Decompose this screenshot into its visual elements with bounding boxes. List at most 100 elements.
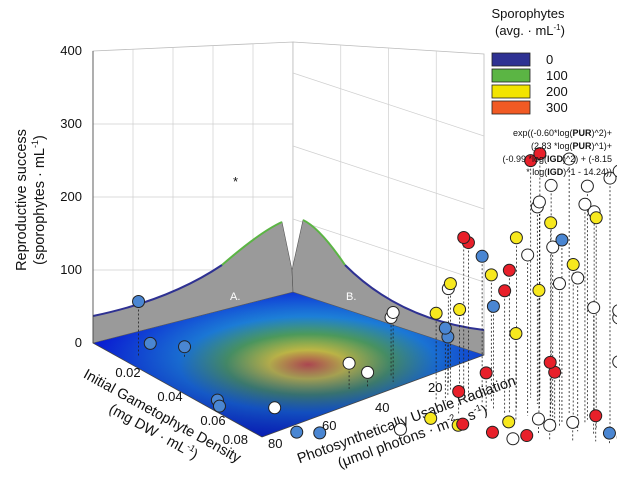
data-point-yellow (544, 216, 558, 230)
data-point-blue (290, 425, 304, 439)
data-point-white (361, 365, 375, 379)
asterisk-marker: * (233, 174, 238, 189)
data-point-blue (438, 321, 452, 335)
data-point-blue (178, 340, 192, 354)
z-axis-label-line1: Reproductive success (14, 129, 30, 271)
floor-shade (93, 292, 484, 437)
equation-line: (2.83 *log(PUR)^1)+ (531, 141, 612, 151)
data-point-white (546, 240, 560, 254)
x-tick-label: 0.02 (115, 365, 140, 380)
x-ticks: 0.02 0.04 0.06 0.08 (115, 365, 248, 447)
data-point-red (498, 284, 512, 298)
data-point-white (612, 355, 617, 368)
data-point-white (603, 171, 617, 185)
data-point-blue (143, 336, 157, 350)
data-point-yellow (566, 258, 580, 272)
data-point-white (566, 415, 580, 429)
data-point-white (562, 152, 576, 166)
legend-title-line2: (avg. · mL-1) (495, 23, 565, 38)
y-tick-label: 80 (268, 436, 282, 451)
data-point-red (485, 425, 499, 439)
surface-edge-blue (92, 264, 485, 331)
surface-label-b: B. (346, 291, 356, 303)
z-tick-label: 200 (60, 189, 82, 204)
legend-swatch (491, 52, 531, 67)
data-point-white (531, 412, 545, 426)
x-tick-label: 0.08 (223, 432, 248, 447)
data-point-white (578, 197, 592, 211)
data-point-red (456, 417, 470, 431)
gridline (292, 72, 485, 137)
gridlines (93, 43, 485, 340)
data-point-white (587, 301, 601, 315)
data-point-yellow (589, 211, 603, 225)
y-tick-label: 60 (322, 418, 336, 433)
data-point-white (393, 422, 407, 436)
y-tick-label: 40 (375, 400, 389, 415)
y-tick-label: 20 (428, 380, 442, 395)
surface-label-a: A. (230, 291, 240, 303)
data-point-red (589, 409, 603, 423)
data-point-red (533, 147, 547, 161)
data-point-blue (212, 399, 226, 413)
x-tick-label: 0.04 (157, 389, 182, 404)
data-point-white (552, 277, 566, 291)
data-point-blue (602, 426, 616, 440)
legend-title-line1: Sporophytes (492, 6, 565, 21)
data-point-blue (132, 294, 146, 308)
data-point-white (580, 179, 594, 193)
data-point-white (342, 356, 356, 370)
legend-label: 100 (546, 68, 568, 83)
data-point-red (479, 366, 493, 380)
model-equation: exp((-0.60*log(PUR)^2)+ (2.83 *log(PUR)^1… (502, 128, 612, 177)
data-point-yellow (453, 302, 467, 316)
gridline (292, 145, 485, 210)
data-point-white (521, 248, 535, 262)
data-point-yellow (509, 327, 523, 341)
data-point-yellow (429, 306, 443, 320)
drop-lines (138, 153, 611, 445)
z-axis-label-line2: (sporophytes · mL-1) (30, 135, 48, 265)
legend-swatch (491, 68, 531, 83)
equation-line: * log(IGD)^1 - 14.24)) (526, 167, 612, 177)
legend-swatch (491, 84, 531, 99)
data-point-yellow (532, 283, 546, 297)
data-point-red (457, 230, 471, 244)
data-point-red (452, 385, 466, 399)
z-ticks: 0 100 200 300 400 (60, 43, 82, 350)
equation-line: (-0.99 *log(IGD)^2) + (-8.15 (502, 154, 612, 164)
equation-line: exp((-0.60*log(PUR)^2)+ (513, 128, 612, 138)
data-point-yellow (443, 277, 457, 291)
data-point-yellow (502, 415, 516, 429)
data-point-white (268, 401, 282, 415)
z-tick-label: 100 (60, 262, 82, 277)
data-point-red (543, 355, 557, 369)
gridline (292, 218, 485, 283)
data-point-white (571, 271, 585, 285)
legend-label: 0 (546, 52, 553, 67)
legend-label: 200 (546, 84, 568, 99)
data-point-yellow (484, 268, 498, 282)
x-tick-label: 0.06 (200, 413, 225, 428)
data-point-white (386, 305, 400, 319)
data-point-red (524, 154, 538, 168)
data-points (132, 147, 617, 446)
data-point-white (612, 164, 617, 178)
data-point-yellow (424, 411, 438, 425)
axis-line-x (92, 342, 263, 438)
data-point-yellow (509, 231, 523, 245)
data-point-blue (555, 233, 569, 247)
data-point-white (612, 304, 617, 317)
z-tick-label: 400 (60, 43, 82, 58)
data-point-white (506, 432, 520, 446)
z-tick-label: 300 (60, 116, 82, 131)
data-point-blue (475, 249, 489, 263)
data-point-white (543, 418, 557, 432)
data-point-blue (486, 299, 500, 313)
legend-swatch (491, 100, 531, 115)
surface-edge-green (221, 219, 346, 266)
data-point-white (544, 178, 558, 192)
legend-label: 300 (546, 100, 568, 115)
